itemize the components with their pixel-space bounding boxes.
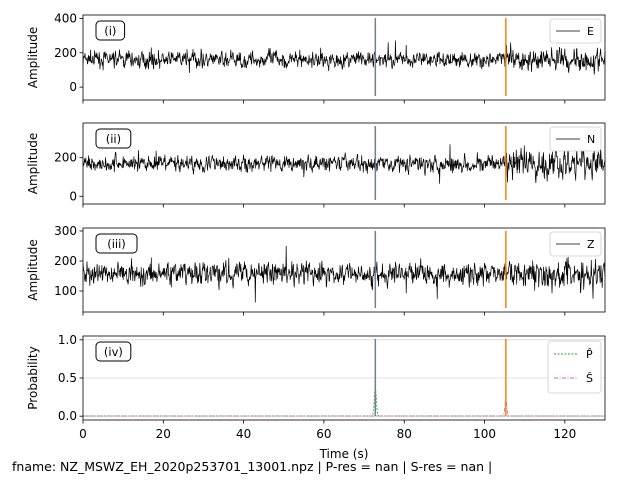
panel-label-box — [95, 20, 126, 41]
axes-frame — [82, 14, 606, 101]
y-tick-label: 300 — [54, 224, 77, 238]
panel-label-box — [95, 233, 138, 254]
panel-4: 0.0 0.5 1.0 0 20 40 60 80 100 120 Probability Time … — [26, 333, 606, 461]
x-tick-label: 100 — [473, 427, 496, 441]
probability-p — [83, 386, 605, 417]
panel-label: (iv) — [104, 345, 123, 359]
figure-footer: fname: NZ_MSWZ_EH_2020p253701_13001.npz … — [12, 459, 492, 474]
panel-label-box — [95, 341, 132, 362]
y-tick-label: 0.0 — [58, 409, 77, 423]
probability-s — [83, 399, 605, 417]
waveform-N — [82, 144, 606, 184]
panel-1: 0 200 400 Amplitude (i) E — [26, 11, 606, 104]
waveform-Z — [82, 245, 606, 303]
y-axis-label: Amplitude — [26, 27, 40, 89]
legend-label: N — [587, 133, 595, 146]
y-axis-label: Amplitude — [26, 239, 40, 301]
y-axis-label: Probability — [26, 346, 40, 409]
y-tick-label: 0.5 — [58, 371, 77, 385]
x-tick-label: 0 — [79, 427, 87, 441]
y-tick-label: 400 — [54, 11, 77, 25]
axes-frame — [82, 227, 606, 313]
y-tick-label: 200 — [54, 46, 77, 60]
legend-label: Ŝ — [586, 372, 593, 385]
y-tick-label: 100 — [54, 284, 77, 298]
waveform-E — [82, 40, 606, 75]
legend-label: Z — [587, 238, 595, 251]
y-tick-label: 200 — [54, 254, 77, 268]
panel-3: 100 200 300 Amplitude (iii) Z — [26, 224, 606, 316]
panel-2: 0 200 Amplitude (ii) N — [26, 122, 606, 208]
x-tick-label: 60 — [316, 427, 331, 441]
panel-label: (iii) — [107, 237, 126, 251]
x-axis-label: Time (s) — [319, 447, 369, 461]
panel-label-box — [95, 128, 132, 149]
y-tick-label: 1.0 — [58, 333, 77, 347]
y-tick-label: 200 — [54, 151, 77, 165]
x-tick-label: 80 — [397, 427, 412, 441]
x-tick-label: 120 — [553, 427, 576, 441]
axes-frame — [82, 122, 606, 205]
legend-box — [547, 340, 602, 394]
legend-label: P̂ — [586, 348, 593, 361]
y-axis-label: Amplitude — [26, 133, 40, 195]
panel-label: (i) — [104, 24, 116, 38]
y-tick-label: 0 — [69, 189, 77, 203]
x-tick-label: 40 — [236, 427, 251, 441]
y-tick-label: 0 — [69, 80, 77, 94]
x-tick-label: 20 — [156, 427, 171, 441]
panel-label: (ii) — [106, 132, 121, 146]
legend-label: E — [587, 25, 594, 38]
